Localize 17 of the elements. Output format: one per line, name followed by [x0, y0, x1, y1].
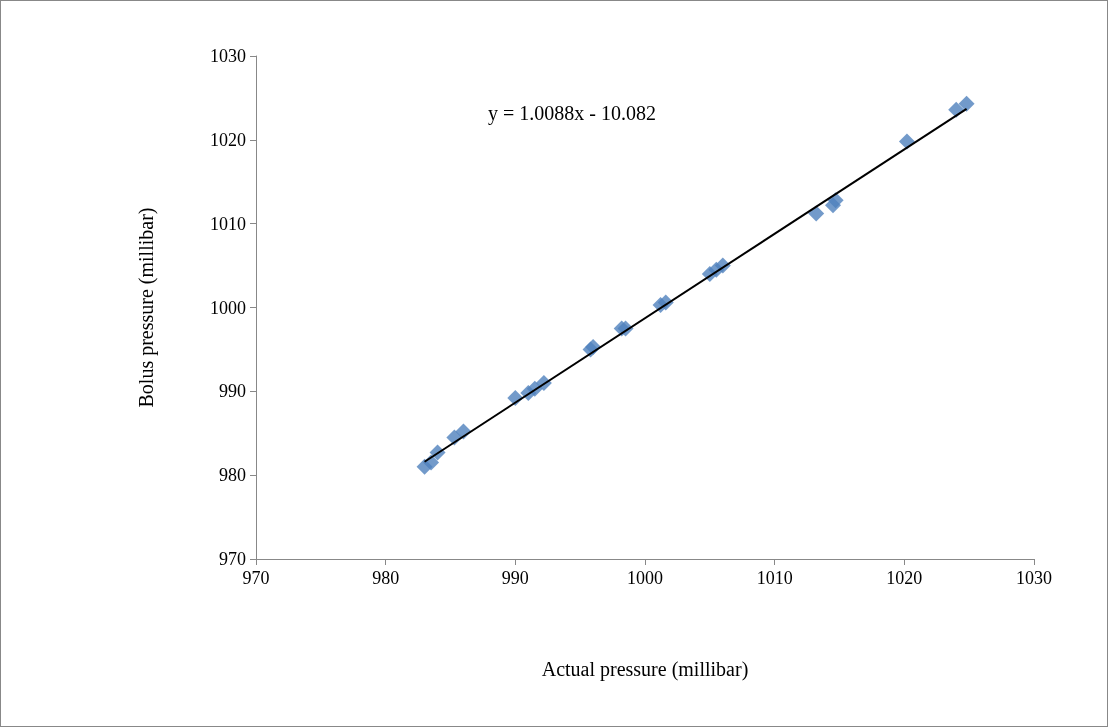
- x-axis-title: Actual pressure (millibar): [541, 658, 749, 681]
- x-tick-label: 1010: [756, 568, 793, 588]
- x-tick-label: 980: [372, 568, 400, 588]
- x-tick-label: 1020: [886, 568, 923, 588]
- y-tick-label: 1010: [210, 213, 246, 234]
- annotation: y = 1.0088x - 10.082: [488, 102, 656, 125]
- y-tick-label: 990: [219, 381, 246, 402]
- x-tick-label: 1000: [627, 568, 663, 588]
- y-tick-label: 1020: [210, 129, 246, 150]
- x-tick-label: 990: [501, 568, 529, 588]
- y-axis-title: Bolus pressure (millibar): [135, 207, 158, 408]
- y-tick-label: 1000: [210, 297, 246, 318]
- y-tick-label: 970: [219, 549, 246, 569]
- y-tick-label: 1030: [210, 46, 246, 66]
- y-tick-label: 980: [219, 465, 246, 486]
- x-tick-label: 1030: [1016, 568, 1052, 588]
- x-tick-label: 970: [242, 568, 270, 588]
